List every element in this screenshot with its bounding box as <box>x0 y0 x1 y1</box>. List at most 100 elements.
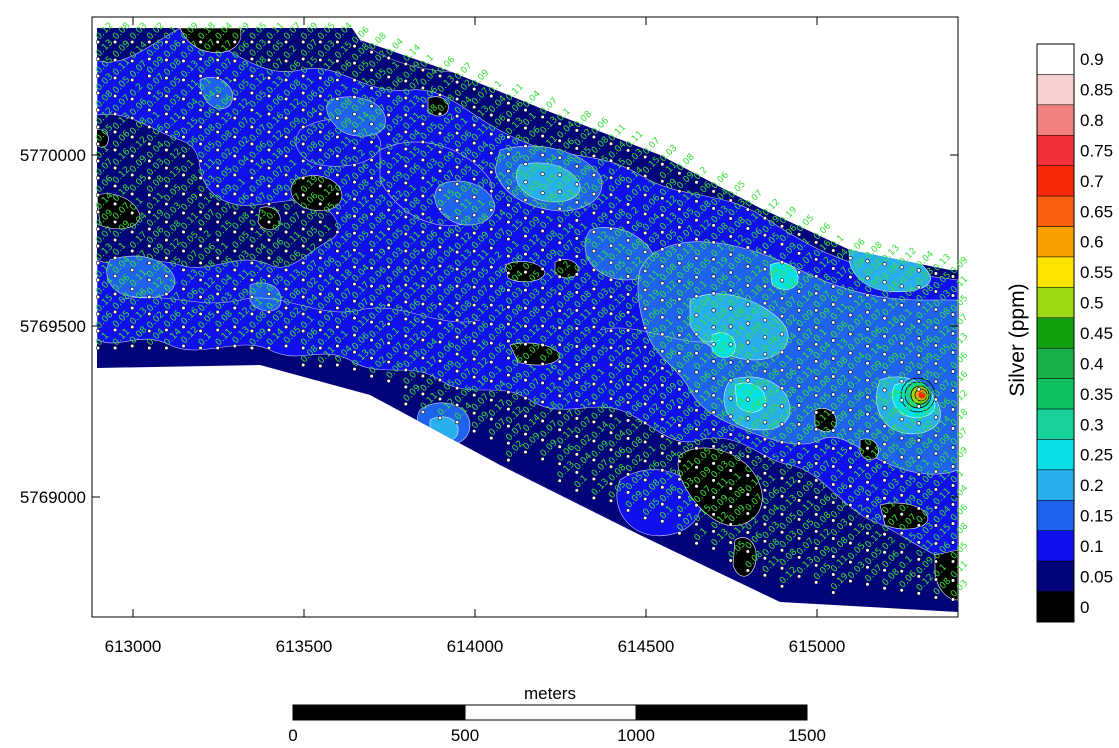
sample-point <box>745 435 750 440</box>
sample-point <box>318 111 323 117</box>
sample-point <box>694 332 699 337</box>
sample-point <box>608 413 614 418</box>
sample-point <box>369 212 374 217</box>
sample-point <box>420 85 426 91</box>
sample-point <box>301 328 306 334</box>
sample-point <box>386 93 391 99</box>
sample-point <box>437 111 443 117</box>
sample-point <box>198 107 203 113</box>
sample-point <box>591 476 597 482</box>
sample-point <box>420 67 426 73</box>
sample-point <box>745 321 750 326</box>
sample-point <box>386 74 391 80</box>
scale-label: 0 <box>288 726 297 745</box>
sample-point <box>437 377 443 383</box>
sample-point <box>386 359 391 365</box>
sample-point <box>796 479 802 484</box>
sample-point <box>318 75 323 81</box>
sample-point <box>147 345 152 351</box>
sample-point <box>574 380 579 385</box>
sample-point <box>386 131 391 137</box>
sample-point <box>95 345 101 351</box>
sample-point <box>814 495 819 500</box>
sample-point <box>335 229 340 235</box>
sample-point <box>625 166 631 171</box>
sample-point <box>266 237 272 243</box>
sample-point <box>591 305 597 311</box>
sample-point <box>625 508 631 513</box>
sample-point <box>540 133 545 139</box>
sample-point <box>403 180 408 186</box>
legend-label: 0.35 <box>1080 385 1113 404</box>
legend-label: 0.85 <box>1080 81 1113 100</box>
sample-point <box>814 325 819 330</box>
legend-label: 0.45 <box>1080 324 1113 343</box>
sample-point <box>677 261 682 266</box>
sample-point <box>728 306 733 311</box>
sample-point <box>249 328 254 334</box>
sample-point <box>608 311 614 316</box>
sample-point <box>455 113 460 119</box>
sample-point <box>677 297 682 302</box>
sample-point <box>130 58 135 64</box>
sample-point <box>215 75 220 81</box>
sample-point <box>574 308 579 313</box>
sample-point <box>643 173 648 179</box>
sample-point <box>112 183 118 189</box>
sample-point <box>318 165 323 171</box>
sample-point <box>181 58 186 64</box>
sample-point <box>814 444 819 449</box>
sample-point <box>198 209 203 215</box>
sample-point <box>557 376 562 381</box>
sample-point <box>232 153 237 159</box>
sample-point <box>130 172 135 178</box>
sample-point <box>386 245 391 251</box>
sample-point <box>523 198 528 203</box>
sample-point <box>745 245 750 250</box>
sample-point <box>181 210 186 216</box>
sample-point <box>130 153 135 159</box>
sample-point <box>147 209 152 215</box>
sample-point <box>284 191 289 197</box>
sample-point <box>335 77 340 83</box>
sample-point <box>386 188 391 194</box>
sample-point <box>540 228 545 234</box>
sample-point <box>711 291 716 296</box>
sample-point <box>643 306 648 312</box>
sample-point <box>540 247 545 253</box>
sample-point <box>198 90 203 96</box>
sample-point <box>814 342 819 347</box>
sample-point <box>147 56 152 62</box>
sample-point <box>574 128 579 133</box>
sample-point <box>335 248 340 254</box>
sample-point <box>352 180 357 185</box>
sample-point <box>557 189 562 194</box>
sample-point <box>506 339 511 344</box>
sample-point <box>677 459 682 464</box>
sample-point <box>625 184 631 189</box>
sample-point <box>591 419 597 425</box>
sample-point <box>130 324 135 330</box>
sample-point <box>369 121 374 127</box>
sample-point <box>591 362 597 368</box>
sample-point <box>677 441 682 446</box>
sample-point <box>608 226 614 231</box>
sample-point <box>711 240 716 245</box>
sample-point <box>215 183 220 189</box>
legend-swatch <box>1036 378 1075 410</box>
sample-point <box>369 194 374 199</box>
sample-point <box>335 191 340 197</box>
sample-point <box>232 134 237 140</box>
sample-point <box>728 540 733 545</box>
sample-point <box>762 352 768 357</box>
sample-point <box>232 39 237 45</box>
sample-point <box>694 389 699 394</box>
sample-point <box>455 233 460 238</box>
sample-point <box>164 129 169 135</box>
sample-point <box>506 271 511 276</box>
sample-point <box>352 146 357 151</box>
sample-point <box>335 324 340 330</box>
sample-point <box>694 427 699 432</box>
sample-point <box>420 193 426 199</box>
sample-point <box>523 432 528 437</box>
